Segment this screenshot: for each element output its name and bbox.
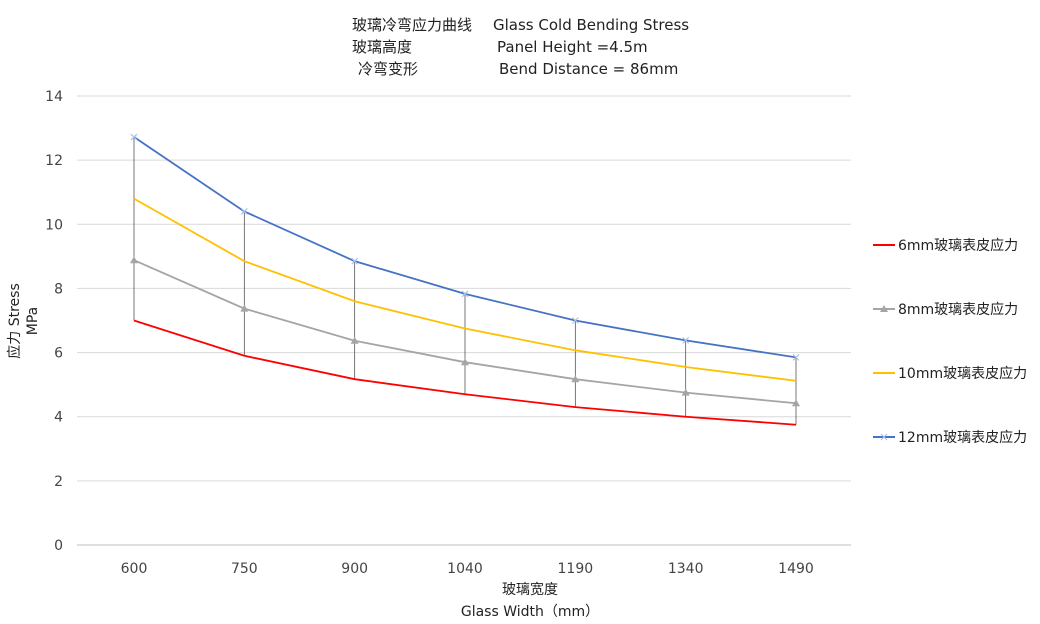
y-tick-label: 10	[45, 217, 63, 233]
y-axis-title: 应力 Stress MPa	[6, 283, 41, 358]
title-line-2-value: Panel Height =4.5m	[497, 38, 648, 56]
x-axis-title-line-2: Glass Width（mm）	[461, 604, 599, 620]
x-tick-label: 750	[231, 561, 258, 577]
series-4	[130, 133, 800, 361]
data-point	[350, 336, 359, 344]
title-line-3-label: 冷弯变形	[358, 60, 418, 78]
x-tick-label: 1040	[447, 561, 483, 577]
data-point	[682, 336, 690, 344]
title-line-1-label: 玻璃冷弯应力曲线	[352, 16, 472, 34]
y-tick-label: 12	[45, 153, 63, 169]
legend-item: 12mm玻璃表皮应力	[873, 429, 1027, 446]
legend-label: 12mm玻璃表皮应力	[898, 429, 1027, 446]
chart-title: 玻璃冷弯应力曲线 Glass Cold Bending Stress 玻璃高度 …	[352, 16, 689, 78]
data-point	[461, 290, 469, 298]
data-point	[681, 388, 690, 396]
y-tick-label: 2	[54, 474, 63, 490]
series-line	[133, 197, 797, 382]
y-axis-title-line-1: 应力 Stress	[6, 283, 23, 358]
x-tick-label: 900	[341, 561, 368, 577]
data-point	[240, 304, 249, 312]
x-axis-ticks: 600 750 900 1040 1190 1340 1490	[121, 561, 814, 577]
y-tick-label: 0	[54, 538, 63, 554]
y-tick-label: 6	[54, 346, 63, 362]
y-tick-label: 8	[54, 281, 63, 297]
series-line	[133, 319, 797, 426]
x-tick-label: 600	[121, 561, 148, 577]
title-line-1-value: Glass Cold Bending Stress	[493, 16, 689, 34]
series-lines	[130, 133, 800, 426]
x-axis-title: 玻璃宽度 Glass Width（mm）	[461, 581, 599, 620]
legend-label: 8mm玻璃表皮应力	[898, 301, 1018, 318]
legend-marker	[880, 433, 888, 441]
x-axis-title-line-1: 玻璃宽度	[502, 581, 558, 598]
x-tick-label: 1490	[778, 561, 814, 577]
title-line-3-value: Bend Distance = 86mm	[499, 60, 678, 78]
x-tick-label: 1190	[558, 561, 594, 577]
series-2	[130, 256, 800, 407]
legend-item: 10mm玻璃表皮应力	[873, 365, 1027, 382]
data-point	[130, 133, 138, 141]
legend-marker	[880, 305, 888, 312]
gridlines	[77, 95, 851, 546]
y-axis-title-line-2: MPa	[25, 307, 41, 335]
data-point	[571, 317, 579, 324]
legend-label: 10mm玻璃表皮应力	[898, 365, 1027, 382]
y-tick-label: 4	[54, 410, 63, 426]
legend-label: 6mm玻璃表皮应力	[898, 237, 1018, 254]
title-line-2-label: 玻璃高度	[352, 38, 412, 56]
y-tick-label: 14	[45, 89, 63, 105]
legend-item: 6mm玻璃表皮应力	[873, 237, 1018, 254]
data-point	[130, 256, 138, 264]
data-point	[571, 375, 580, 383]
y-axis-ticks: 0 2 4 6 8 10 12 14	[45, 89, 63, 554]
legend-item: 8mm玻璃表皮应力	[873, 301, 1018, 318]
drop-lines	[133, 137, 797, 425]
x-tick-label: 1340	[668, 561, 704, 577]
data-point	[792, 399, 800, 407]
series-3	[133, 197, 797, 382]
data-point	[792, 353, 800, 361]
series-1	[133, 319, 797, 426]
data-point	[240, 208, 248, 215]
legend: 6mm玻璃表皮应力 8mm玻璃表皮应力 10mm玻璃表皮应力 12mm玻璃表皮应力	[873, 237, 1027, 446]
data-point	[351, 257, 359, 265]
data-point	[461, 358, 469, 366]
